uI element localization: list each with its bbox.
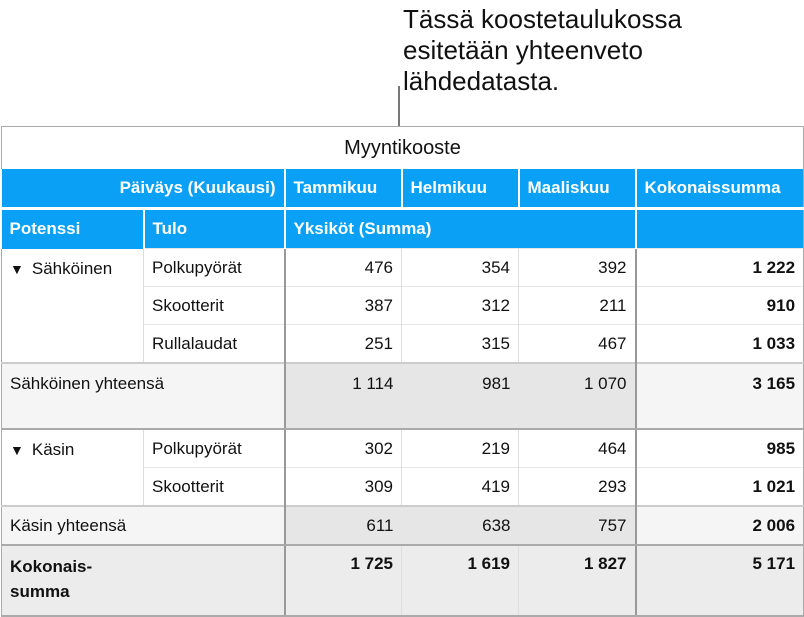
group-label[interactable]: ▼ Sähköinen [1, 248, 144, 363]
cell: 419 [401, 467, 519, 506]
grand-total-cell: 1 725 [284, 544, 402, 617]
row-label: Skootterit [143, 467, 286, 506]
subtotal-cell: 1 070 [518, 362, 637, 430]
grand-total-cell: 1 619 [401, 544, 519, 617]
column-header[interactable]: Helmikuu [401, 169, 520, 210]
callout-line: esitetään yhteenveto [403, 35, 643, 65]
subtotal-label: Sähköinen yhteensä [1, 362, 286, 430]
column-header[interactable]: Tammikuu [284, 169, 403, 210]
cell: 315 [401, 324, 519, 363]
cell: 302 [284, 428, 402, 468]
row-field-label[interactable]: Potenssi [1, 208, 145, 249]
row-total: 1 033 [635, 324, 804, 363]
column-header[interactable]: Maaliskuu [518, 169, 637, 210]
subtotal-total: 3 165 [635, 362, 804, 430]
row-label: Polkupyörät [143, 248, 286, 287]
cell: 309 [284, 467, 402, 506]
row-total: 1 021 [635, 467, 804, 506]
row-total: 910 [635, 286, 804, 325]
table-title: Myyntikooste [0, 126, 804, 169]
subtotal-cell: 981 [401, 362, 519, 430]
grand-total-row: Kokonais-summa 1 725 1 619 1 827 5 171 [1, 544, 804, 617]
group-label[interactable]: ▼ Käsin [1, 429, 144, 506]
cell: 293 [518, 467, 637, 506]
table-row: Rullalaudat 251 315 467 1 033 [2, 324, 804, 363]
cell: 387 [284, 286, 402, 325]
cell: 392 [518, 248, 637, 287]
grand-total-total: 5 171 [635, 544, 804, 617]
cell: 219 [401, 428, 519, 468]
grand-total-label: Kokonais-summa [1, 544, 286, 617]
callout-leader-line [398, 86, 400, 126]
callout-line: lähdedatasta. [403, 66, 560, 96]
disclosure-triangle-icon[interactable]: ▼ [10, 442, 24, 458]
subtotal-row: Käsin yhteensä 611 638 757 2 006 [1, 505, 804, 546]
row-label: Rullalaudat [143, 324, 286, 363]
subtotal-cell: 757 [518, 505, 637, 546]
row-total: 985 [635, 428, 804, 468]
callout-line: Tässä koostetaulukossa [403, 4, 682, 34]
row-label: Polkupyörät [143, 428, 286, 468]
table-row: Skootterit 309 419 293 1 021 [2, 467, 804, 506]
row-field-label[interactable]: Tulo [143, 208, 286, 249]
cell: 312 [401, 286, 519, 325]
subtotal-cell: 1 114 [284, 362, 402, 430]
cell: 476 [284, 248, 402, 287]
subtotal-row: Sähköinen yhteensä 1 114 981 1 070 3 165 [1, 362, 804, 430]
cell: 467 [518, 324, 637, 363]
column-field-label[interactable]: Päiväys (Kuukausi) [1, 169, 286, 210]
table-row: ▼ Käsin Polkupyörät 302 219 464 985 [1, 428, 804, 506]
grand-total-cell: 1 827 [518, 544, 637, 617]
row-total: 1 222 [635, 248, 804, 287]
pivot-table: Myyntikooste Päiväys (Kuukausi) Tammikuu… [0, 126, 804, 617]
subtotal-label: Käsin yhteensä [1, 505, 286, 546]
subtotal-total: 2 006 [635, 505, 804, 546]
value-field-label[interactable]: Yksiköt (Summa) [284, 208, 637, 249]
table-row: Skootterit 387 312 211 910 [2, 286, 804, 325]
cell: 211 [518, 286, 637, 325]
column-header[interactable]: Kokonaissumma [635, 169, 804, 210]
subtotal-cell: 638 [401, 505, 519, 546]
disclosure-triangle-icon[interactable]: ▼ [10, 260, 24, 277]
cell: 251 [284, 324, 402, 363]
table-row: ▼ Sähköinen Polkupyörät 476 354 392 1 222 [1, 248, 804, 363]
row-label: Skootterit [143, 286, 286, 325]
cell: 464 [518, 428, 637, 468]
callout-text: Tässä koostetaulukossa esitetään yhteenv… [403, 4, 682, 97]
subtotal-cell: 611 [284, 505, 402, 546]
cell: 354 [401, 248, 519, 287]
